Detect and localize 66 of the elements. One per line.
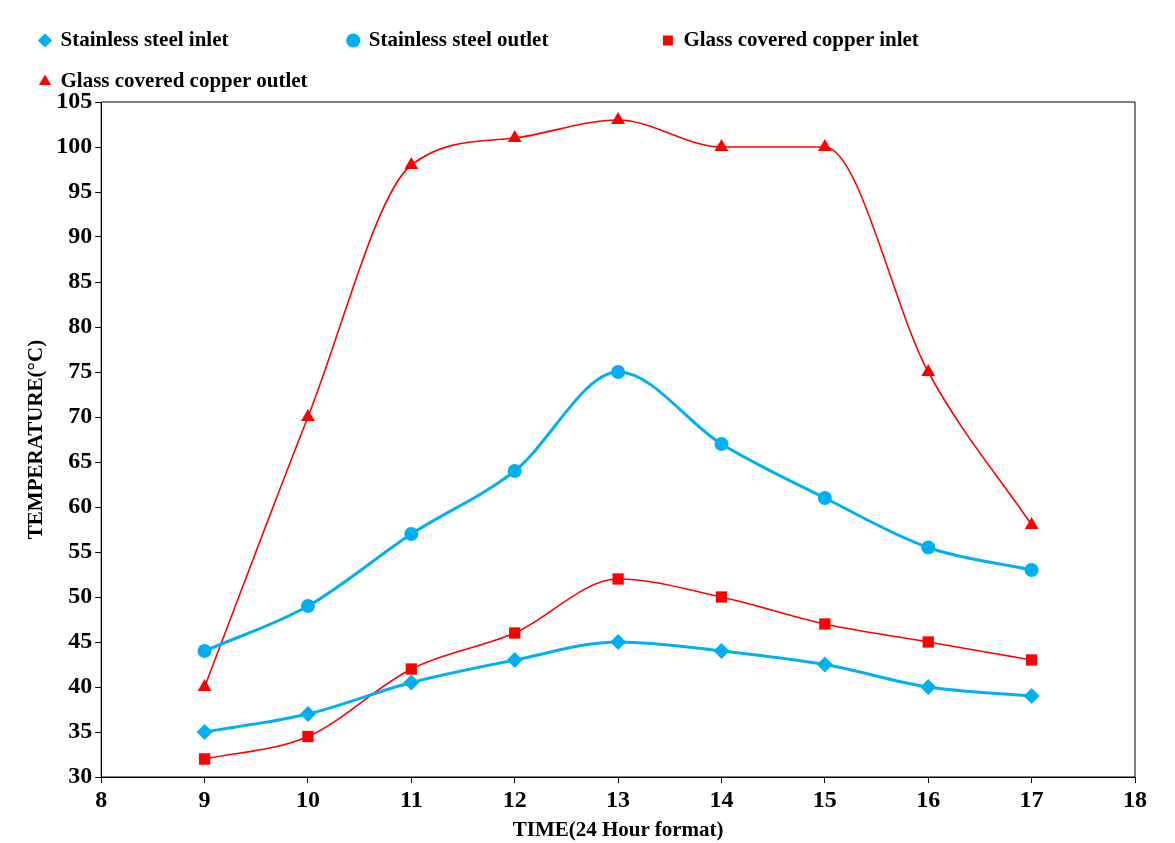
point [404,527,419,541]
x-axis-title: TIME(24 Hour format) [512,816,724,841]
point [922,636,934,648]
point [920,679,937,695]
x-tick-label: 8 [95,785,108,812]
point [921,540,936,555]
point [817,491,832,505]
x-tick-label: 18 [1123,785,1147,812]
legend-label: Glass covered copper inlet [683,26,993,51]
y-tick-label: 60 [68,492,93,519]
x-tick-label: 11 [400,785,423,812]
legend-label: Stainless steel outlet [368,26,643,51]
y-tick-label: 90 [68,222,93,249]
point [612,573,624,585]
point [1024,517,1039,529]
y-tick-label: 55 [68,537,93,564]
point [404,157,419,169]
point [713,643,730,659]
point [611,365,626,379]
x-tick-label: 14 [709,785,734,812]
y-tick-label: 100 [56,132,93,159]
point [507,464,522,478]
point [610,634,627,650]
y-tick-label: 95 [68,177,93,204]
point [1025,654,1038,666]
point [816,656,833,673]
y-tick-label: 40 [68,672,93,699]
x-tick-label: 13 [606,785,631,812]
x-tick-label: 17 [1019,785,1044,812]
y-tick-label: 35 [68,717,93,744]
point [817,139,832,151]
x-tick-label: 15 [812,785,837,812]
point [611,112,626,124]
point [714,437,729,451]
point [299,706,316,722]
point [403,674,420,691]
y-tick-label: 65 [68,447,93,474]
point [405,663,417,675]
y-axis-title: TEMPERATURE(°C) [23,339,48,540]
y-tick-label: 75 [68,357,93,384]
point [506,652,523,668]
point [819,618,831,630]
y-tick-label: 45 [68,627,93,654]
point [300,599,315,613]
point [509,627,521,639]
point [1024,563,1039,577]
point [507,130,522,142]
legend-label: Stainless steel inlet [60,26,329,51]
point [921,364,936,376]
point [301,409,315,421]
x-tick-label: 10 [295,785,320,812]
point [196,724,213,740]
y-tick-label: 85 [68,267,93,294]
point [197,644,212,658]
point [198,753,211,765]
x-tick-label: 12 [502,785,527,812]
y-tick-label: 50 [68,582,93,609]
point [714,139,729,151]
point [1023,688,1040,704]
y-tick-label: 30 [68,762,93,789]
point [715,591,728,603]
x-tick-label: 16 [916,785,941,812]
y-tick-label: 80 [68,312,93,339]
x-tick-label: 9 [198,785,211,812]
y-tick-label: 70 [68,402,93,429]
point [302,730,314,743]
